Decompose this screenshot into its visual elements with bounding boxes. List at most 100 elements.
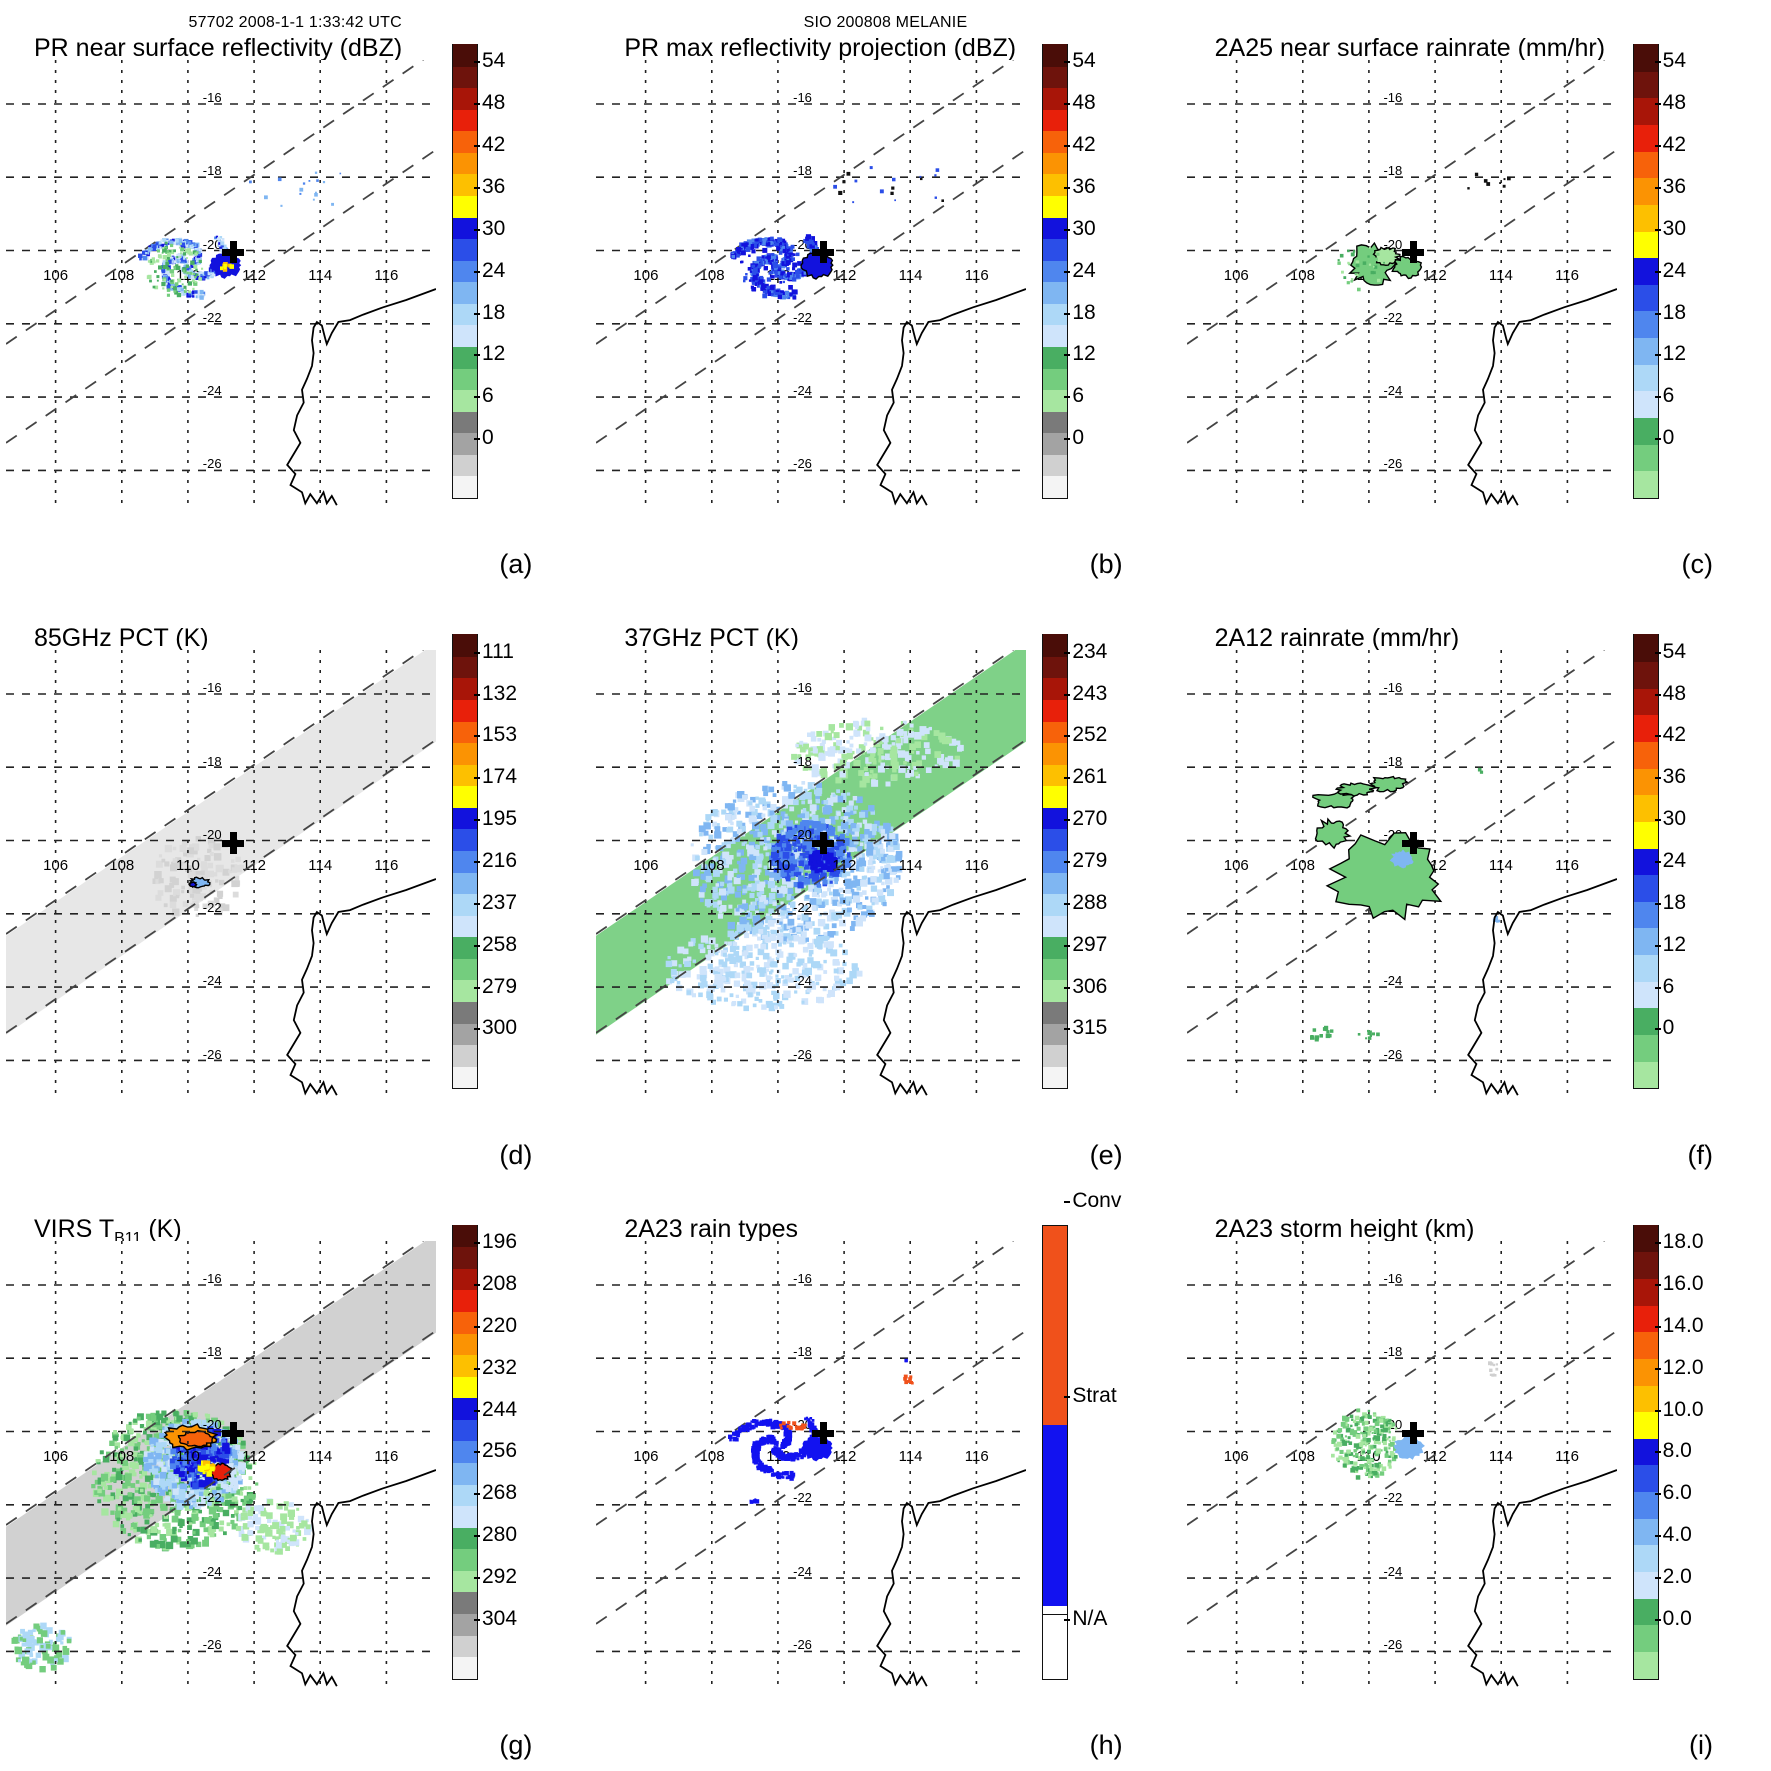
lon-tick-label: 114 [1488,1447,1513,1465]
cbar-segment [453,958,477,981]
lon-tick-label: 108 [699,1447,725,1465]
cbar-tick: 18 [1654,890,1687,914]
cbar-segment [1633,1304,1658,1333]
panel-d: 85GHz PCT (K) 106 108 110 112 114 116 -16 -18 -20… [0,590,590,1180]
cbar-segment [453,936,477,959]
graticule [1186,1240,1617,1688]
storm-center-cross [811,241,834,264]
cbar-segment [1043,44,1068,67]
cbar-segment [1633,150,1658,179]
cbar-segment [1043,979,1068,1003]
lat-tick-label: -26 [202,1046,222,1062]
cbar-tick: 14.0 [1654,1313,1704,1337]
header-center: SIO 200808 MELANIE [803,14,968,31]
lat-tick-label: -16 [1383,680,1403,696]
cbar-tick: 0 [1064,426,1085,450]
colorbar[interactable] [452,634,478,1090]
cbar-tick: 0 [1654,426,1675,450]
swath-edges [1186,60,1617,444]
map-e[interactable]: 106 108 110 112 114 116 -16 -18 -20 -22 -24 -26 [596,650,1027,1098]
lon-tick-label: 114 [898,267,923,284]
cbar-segment [1043,324,1068,348]
cbar-tick: 132 [473,681,518,705]
lat-tick-label: -18 [1383,1343,1403,1359]
panel-g: VIRS TB11 (K) 106 108 110 112 114 116 -16 -18 -20… [0,1181,590,1771]
lat-tick-label: -16 [1383,89,1403,105]
storm-center-cross [1402,1422,1425,1444]
cbar-tick: 12 [1654,342,1687,366]
cbar-segment [1043,807,1068,830]
swath-raster-d [6,650,436,1036]
cbar-segment [453,634,477,657]
cbar-tick: 36 [1654,175,1687,198]
lon-tick-label: 106 [43,1447,69,1465]
cbar-tick: 6 [1654,384,1675,408]
cbar-segment [453,763,477,787]
colorbar[interactable] [1042,1224,1069,1680]
cbar-tick: 315 [1064,1016,1108,1040]
cbar-tick: 252 [1064,723,1108,747]
cbar-tick: 48 [1064,91,1096,115]
cbar-segment [1043,432,1068,455]
lat-tick-label: -22 [793,309,812,325]
cbar-segment [1633,874,1658,902]
cbar-segment [1043,828,1068,852]
cbar-tick: 42 [1654,723,1687,747]
lat-tick-label: -22 [1383,1490,1403,1506]
map-g[interactable]: 106 108 110 112 114 116 -16 -18 -20 -22 -24 -26 [6,1240,436,1688]
cbar-segment [1633,1624,1658,1653]
lat-tick-label: -24 [793,1563,812,1579]
lon-tick-label: 106 [633,857,659,875]
cbar-tick: 6 [1064,384,1085,408]
lat-tick-label: -26 [202,1637,222,1653]
cbar-segment [1043,720,1068,744]
cbar-tick: 220 [473,1313,518,1337]
cbar-segment [453,807,477,830]
lon-tick-label: 116 [374,857,399,875]
coastline [286,878,436,1096]
colorbar-wrap-h: N/A Strat Conv [1042,1189,1121,1680]
cbar-tick: 306 [1064,974,1108,998]
cbar-segment [453,828,477,852]
cbar-segment [1043,742,1068,765]
cbar-tick: 48 [1654,91,1687,115]
colorbar[interactable] [1042,634,1069,1090]
cbar-segment [453,453,477,477]
panel-label: (f) [1687,1139,1713,1170]
cbar-segment [453,324,477,348]
lon-tick-label: 116 [964,1447,989,1465]
cbar-segment [453,1548,477,1571]
cbar-tick: 16.0 [1654,1271,1704,1295]
cbar-segment [453,1332,477,1356]
map-d[interactable]: 106 108 110 112 114 116 -16 -18 -20 -22 -24 -26 [6,650,436,1098]
cbar-tick: 292 [473,1564,518,1588]
data-field-b [730,166,945,300]
cbar-tick: 42 [1654,133,1687,157]
cbar-tick: 232 [473,1355,518,1379]
colorbar[interactable] [1042,44,1069,499]
colorbar-wrap-i: 0.0 2.0 4.0 6.0 8.0 10.0 12.0 14.0 16.0 18.0 [1632,1224,1704,1680]
cbar-segment [453,677,477,701]
cbar-tick: 54 [1654,49,1687,73]
cbar-segment [1043,108,1068,132]
cbar-segment [1633,1007,1658,1036]
cbar-tick: 30 [1654,807,1687,831]
lon-tick-label: 116 [1555,1447,1579,1465]
swath-edges [596,60,1027,444]
data-field-d [188,876,211,889]
cbar-tick: 12 [473,342,506,366]
colorbar-wrap-a: 0 6 12 18 24 30 36 42 48 54 [452,44,505,499]
cbar-segment [453,914,477,938]
lat-tick-label: -16 [1383,1270,1403,1286]
lon-tick-label: 112 [1422,267,1447,284]
cbar-tick: 297 [1064,932,1108,956]
cbar-segment [453,1483,477,1507]
cbar-segment [453,1224,477,1248]
colorbar[interactable] [1632,1224,1659,1680]
